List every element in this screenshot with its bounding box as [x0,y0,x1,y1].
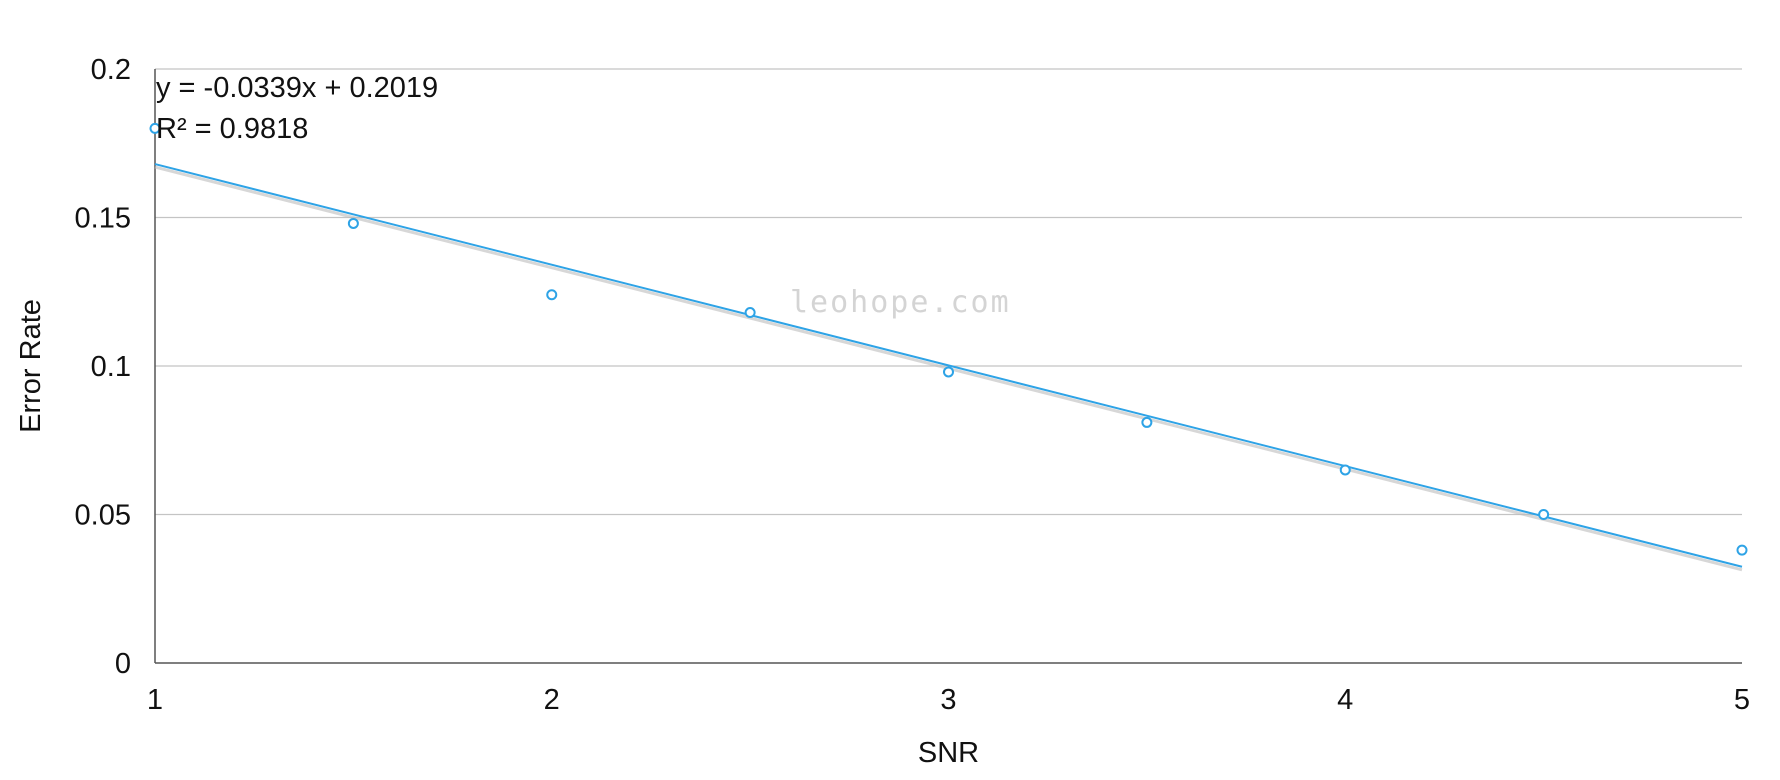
x-tick-label: 1 [147,684,163,716]
x-tick-label: 2 [544,684,560,716]
grid-lines [155,68,1742,516]
data-point [943,366,954,378]
data-point [347,217,359,229]
x-axis-title: SNR [918,737,979,769]
x-tick-label: 4 [1337,684,1353,716]
y-tick-label: 0.05 [75,500,131,532]
y-tick-label: 0.2 [91,54,131,86]
data-points [149,122,1748,556]
trendline-line [154,163,1743,568]
data-point [1339,464,1351,476]
data-point [149,122,161,134]
x-tick-labels: 1 2 3 4 5 [147,684,1750,716]
x-tick-label: 3 [940,684,956,716]
data-point [546,289,558,301]
data-point [1538,509,1550,520]
y-tick-label: 0 [115,648,131,680]
trendline-equation: y = -0.0339x + 0.2019 [156,72,438,104]
y-tick-label: 0.1 [91,351,131,383]
data-point [1141,416,1153,428]
x-tick-label: 5 [1734,684,1750,716]
r-squared-label: R² = 0.9818 [156,113,308,145]
data-point [1736,544,1748,556]
y-tick-labels: 0 0.05 0.1 0.15 0.2 [75,54,131,680]
watermark-text: leohope.com [790,285,1011,320]
data-point [744,307,756,319]
y-axis-title: Error Rate [15,299,47,433]
y-tick-label: 0.15 [75,203,131,235]
